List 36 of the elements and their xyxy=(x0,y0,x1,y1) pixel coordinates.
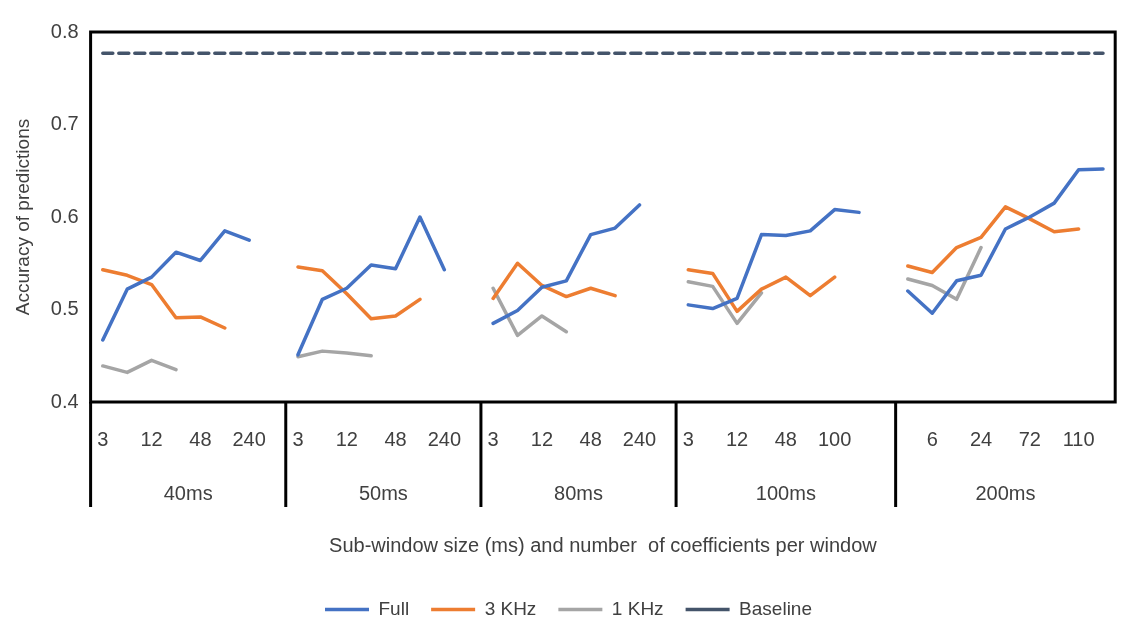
x-tick-label: 12 xyxy=(140,427,163,450)
x-tick-label: 6 xyxy=(926,427,938,450)
x-tick-label: 48 xyxy=(579,427,602,450)
x-tick-label: 12 xyxy=(530,427,554,450)
x-tick-label: 110 xyxy=(1062,427,1095,450)
x-axis-title: Sub-window size (ms) and number of coefficients per window xyxy=(329,533,878,556)
x-tick-label: 24 xyxy=(969,427,993,450)
x-tick-label: 240 xyxy=(622,427,657,450)
text: 200ms xyxy=(975,481,1036,504)
text: 100ms xyxy=(755,481,816,504)
y-tick-label: 0.5 xyxy=(50,297,79,320)
x-tick-label: 240 xyxy=(232,427,266,450)
x-tick-label: 48 xyxy=(384,427,407,450)
y-tick-label: 0.4 xyxy=(50,389,79,412)
y-axis-title: Accuracy of predictions xyxy=(11,118,33,316)
x-tick-label: 48 xyxy=(189,427,212,450)
x-tick-label: 12 xyxy=(335,427,358,450)
x-tick-label: 72 xyxy=(1018,427,1041,450)
y-tick-label: 0.8 xyxy=(50,19,79,42)
text: 80ms xyxy=(554,481,603,504)
x-tick-label: 3 xyxy=(487,427,499,450)
x-tick-label: 12 xyxy=(725,427,749,450)
x-tick-label: 3 xyxy=(292,427,304,450)
x-tick-label: 3 xyxy=(682,427,694,450)
y-tick-label: 0.6 xyxy=(50,204,79,227)
text: 50ms xyxy=(358,481,408,504)
text: 40ms xyxy=(163,481,213,504)
x-tick-label: 3 xyxy=(97,427,109,450)
legend-label: Baseline xyxy=(739,597,812,619)
x-tick-label: 48 xyxy=(774,427,797,450)
y-tick-label: 0.7 xyxy=(50,112,79,135)
x-tick-label: 240 xyxy=(427,427,462,450)
legend-label: 3 KHz xyxy=(484,597,537,619)
x-tick-label: 100 xyxy=(817,427,852,450)
legend-label: 1 KHz xyxy=(611,597,664,619)
legend-label: Full xyxy=(378,597,410,619)
